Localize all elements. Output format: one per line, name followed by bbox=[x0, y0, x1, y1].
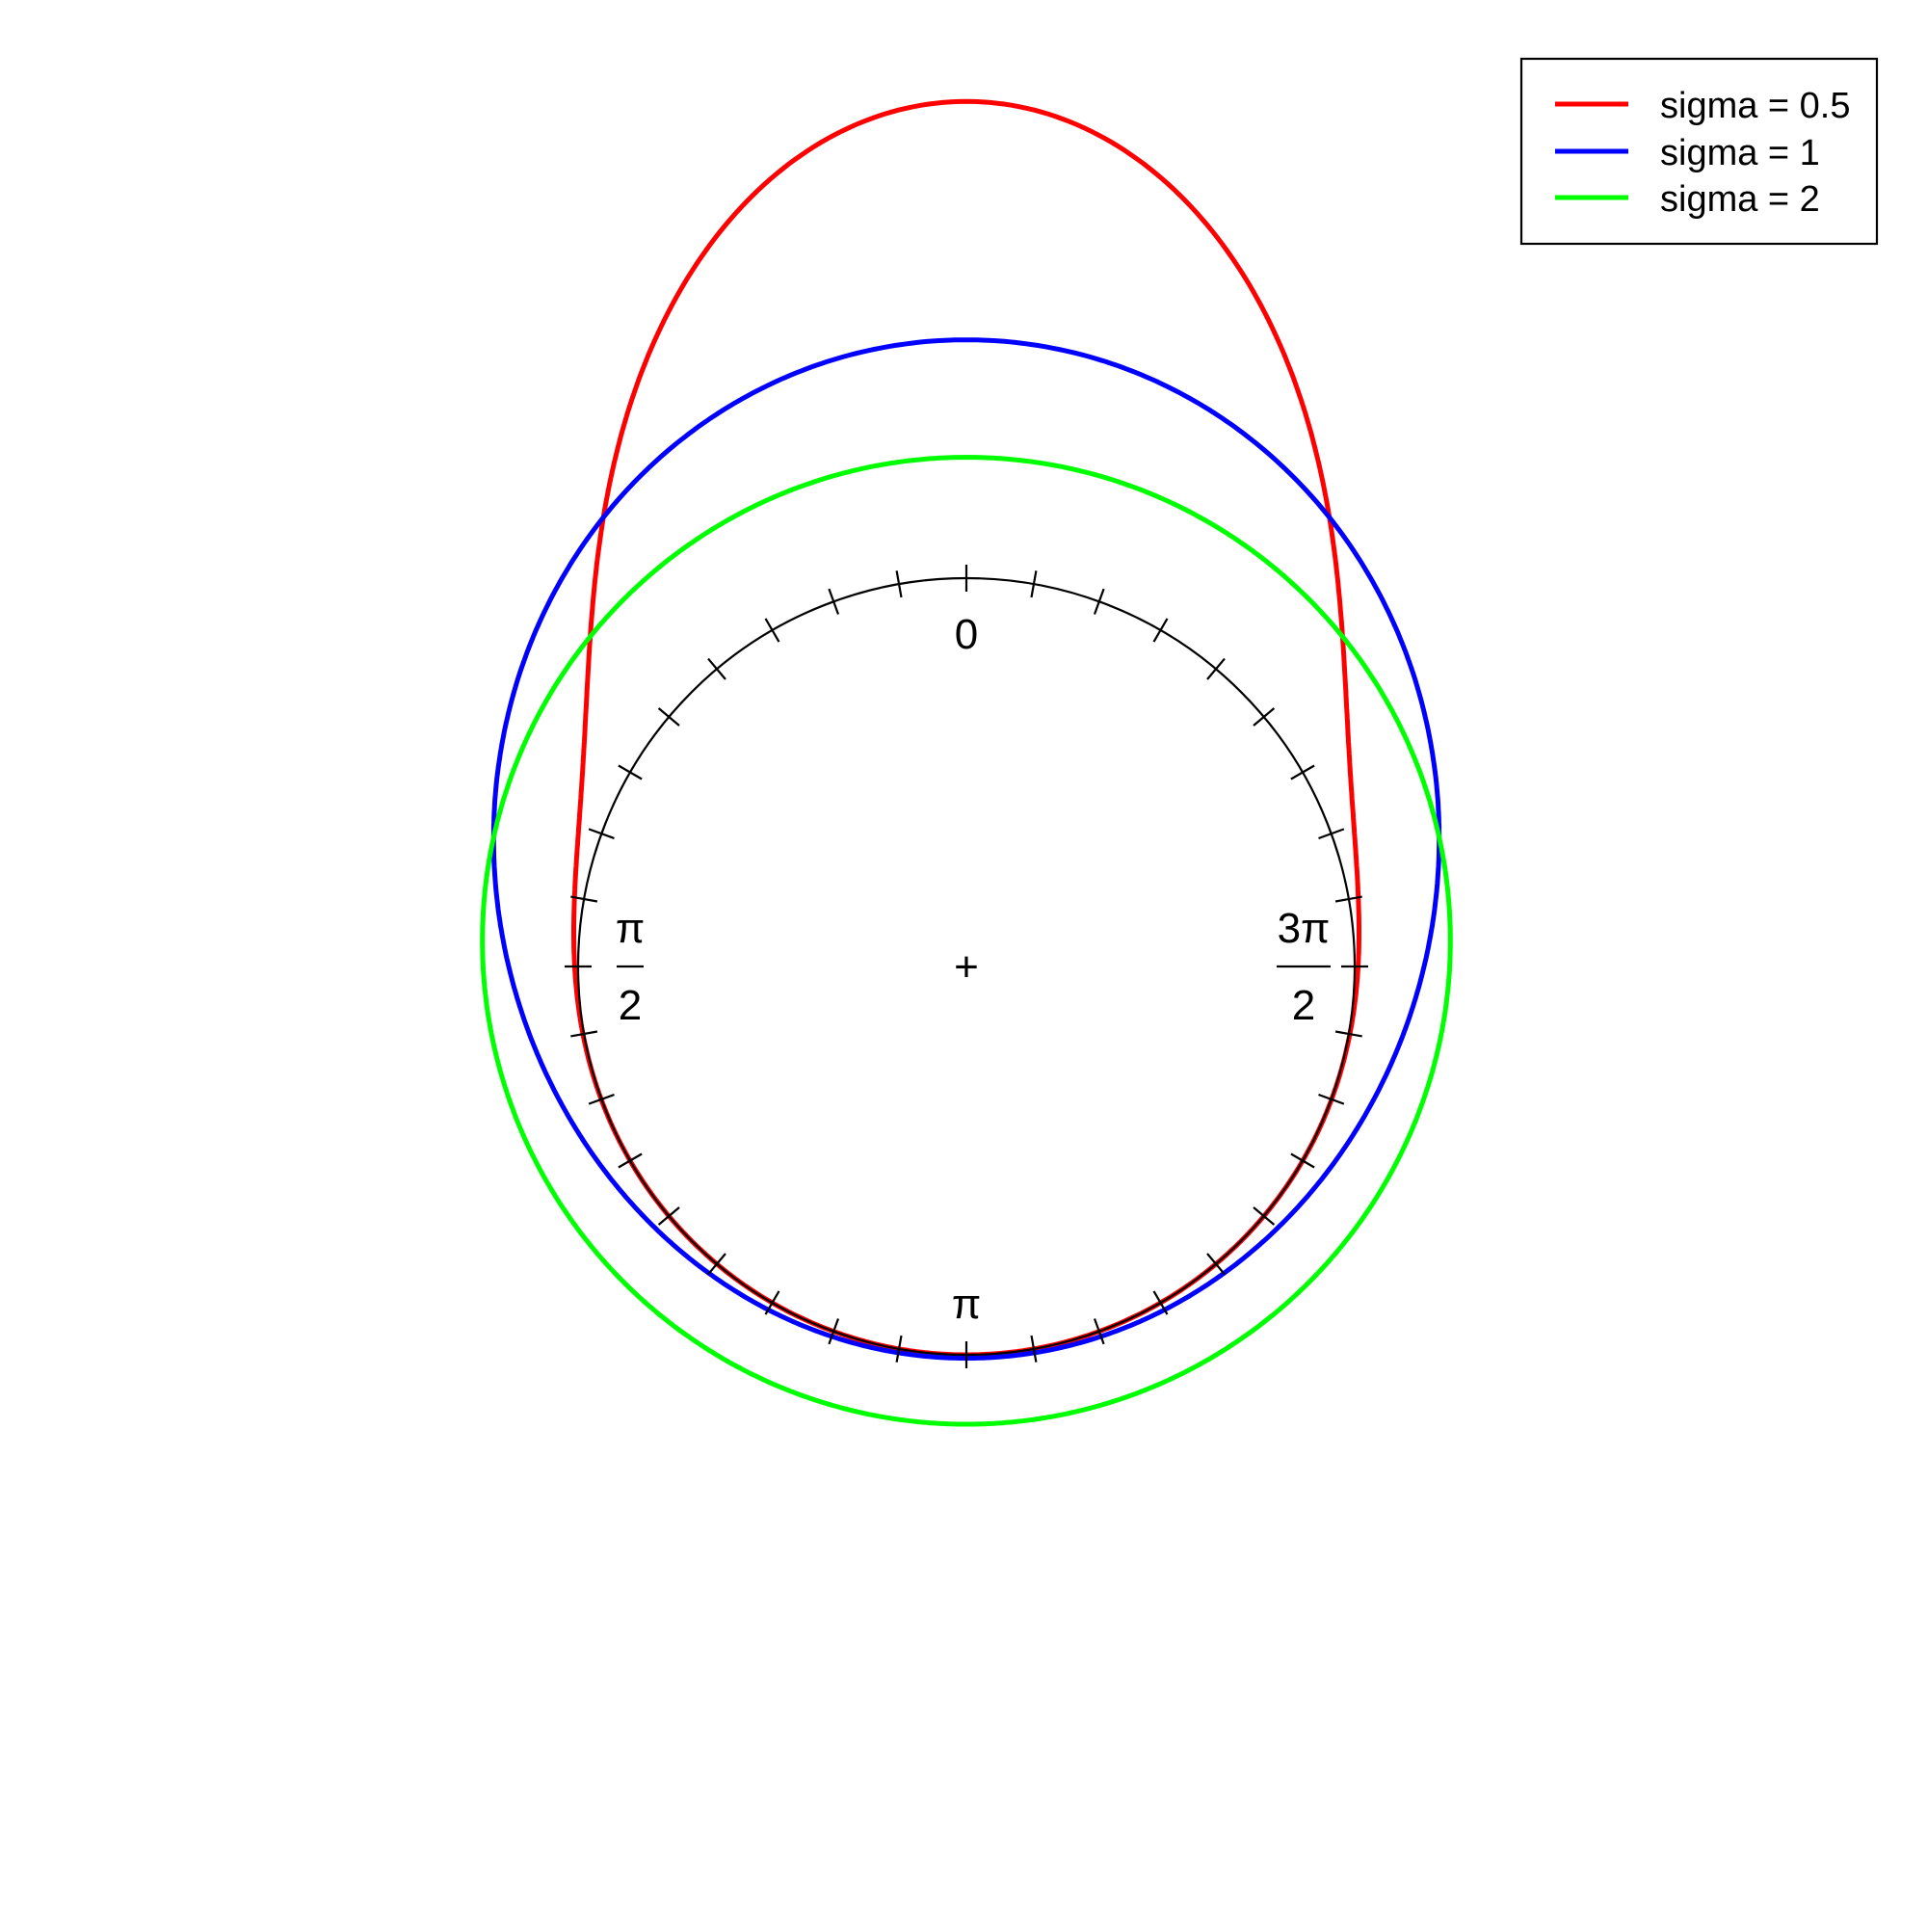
tick-label-half-pi: π 2 bbox=[616, 905, 645, 1029]
circle-tick bbox=[1206, 657, 1226, 680]
circle-tick bbox=[1206, 1253, 1226, 1276]
legend-label-1: sigma = 1 bbox=[1660, 133, 1820, 173]
circle-tick bbox=[764, 1290, 780, 1315]
circle-tick bbox=[657, 1206, 680, 1226]
tick-label-half-pi-denominator: 2 bbox=[619, 982, 642, 1029]
circle-tick bbox=[895, 1335, 903, 1363]
series-line-2 bbox=[480, 454, 1453, 1427]
circle-tick bbox=[657, 707, 680, 727]
circle-tick bbox=[1030, 1335, 1038, 1363]
circle-tick bbox=[1318, 1093, 1345, 1105]
legend-label-2: sigma = 2 bbox=[1660, 179, 1820, 220]
legend: sigma = 0.5 sigma = 1 sigma = 2 bbox=[1519, 57, 1879, 246]
circle-tick bbox=[1152, 618, 1169, 643]
circle-tick bbox=[618, 764, 643, 781]
circle-tick bbox=[588, 828, 615, 840]
circle-tick bbox=[570, 1030, 598, 1038]
circle-tick bbox=[588, 1093, 615, 1105]
circle-tick bbox=[1253, 707, 1276, 727]
circle-tick bbox=[1030, 570, 1038, 598]
circle-tick bbox=[764, 618, 780, 643]
circle-tick bbox=[895, 570, 903, 598]
tick-label-three-half-pi: 3π 2 bbox=[1277, 905, 1331, 1029]
circle-tick bbox=[707, 657, 726, 680]
circle-tick bbox=[1334, 895, 1362, 903]
tick-label-three-half-pi-denominator: 2 bbox=[1292, 982, 1315, 1029]
circle-tick bbox=[828, 1318, 840, 1345]
circle-tick bbox=[1093, 588, 1105, 615]
circle-tick bbox=[707, 1253, 726, 1276]
circle-tick bbox=[1334, 1030, 1362, 1038]
tick-label-0: 0 bbox=[955, 611, 978, 658]
circle-tick bbox=[1290, 764, 1315, 781]
circle-tick bbox=[1093, 1318, 1105, 1345]
circle-tick bbox=[1318, 828, 1345, 840]
circle-tick bbox=[570, 895, 598, 903]
tick-layer bbox=[565, 565, 1368, 1368]
tick-label-half-pi-numerator: π bbox=[616, 905, 645, 952]
tick-label-three-half-pi-numerator: 3π bbox=[1278, 905, 1331, 952]
legend-label-0: sigma = 0.5 bbox=[1660, 86, 1851, 126]
circle-tick bbox=[1253, 1206, 1276, 1226]
tick-label-pi: π bbox=[952, 1281, 981, 1328]
circle-tick bbox=[618, 1152, 643, 1169]
circle-tick bbox=[828, 588, 840, 615]
circle-tick bbox=[1152, 1290, 1169, 1315]
circle-tick bbox=[1290, 1152, 1315, 1169]
center-marker: + bbox=[954, 943, 979, 991]
